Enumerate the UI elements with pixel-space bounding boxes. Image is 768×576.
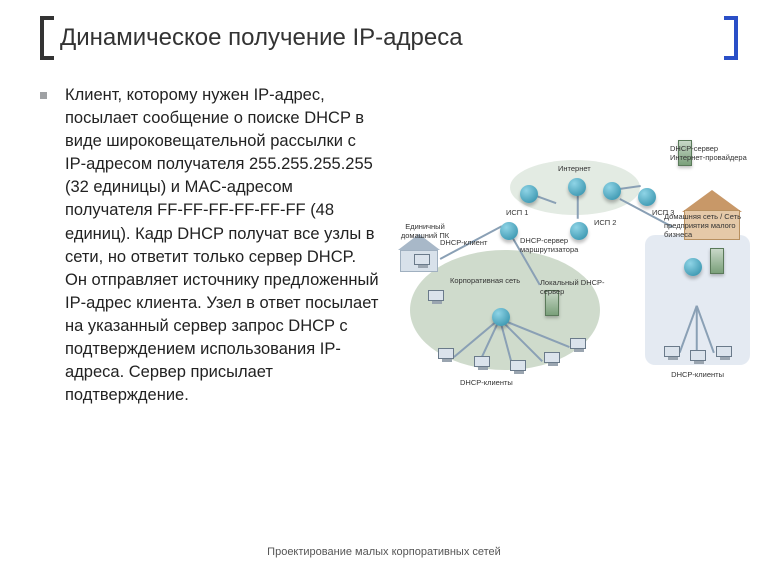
router-icon	[520, 185, 538, 203]
pc-icon	[510, 360, 526, 371]
footer-text: Проектирование малых корпоративных сетей	[0, 546, 768, 558]
label-dhcp-clients: DHCP-клиенты	[671, 370, 724, 379]
label-corp-net: Корпоративная сеть	[450, 276, 520, 285]
server-icon	[710, 248, 724, 274]
pc-icon	[664, 346, 680, 357]
bracket-right-icon	[724, 16, 738, 60]
pc-icon	[428, 290, 444, 301]
label-dhcp-clients: DHCP-клиенты	[460, 378, 513, 387]
label-dhcp-isp: DHCP-сервер Интернет-провайдера	[670, 144, 750, 162]
label-isp2: ИСП 2	[594, 218, 616, 227]
pc-icon	[474, 356, 490, 367]
router-icon	[684, 258, 702, 276]
router-icon	[500, 222, 518, 240]
label-isp1: ИСП 1	[506, 208, 528, 217]
pc-icon	[414, 254, 430, 265]
router-icon	[638, 188, 656, 206]
bracket-left-icon	[40, 16, 54, 60]
label-dhcp-client: DHCP-клиент	[440, 238, 487, 247]
label-local-dhcp: Локальный DHCP-сервер	[540, 278, 620, 296]
pc-icon	[570, 338, 586, 349]
slide-title: Динамическое получение IP-адреса	[54, 24, 463, 52]
router-icon	[568, 178, 586, 196]
link-line	[696, 306, 698, 354]
pc-icon	[438, 348, 454, 359]
title-bar: Динамическое получение IP-адреса	[40, 16, 738, 60]
body-text: Клиент, которому нужен IP-адрес, посылае…	[65, 84, 380, 407]
pc-icon	[716, 346, 732, 357]
network-diagram: Интернет ИСП 1 ИСП 2 ИСП 3 Единичный дом…	[400, 130, 750, 430]
router-icon	[603, 182, 621, 200]
label-internet: Интернет	[558, 164, 591, 173]
label-home-net: Домашняя сеть / Сеть предприятия малого …	[664, 212, 754, 239]
bullet-icon	[40, 92, 47, 99]
body-content: Клиент, которому нужен IP-адрес, посылае…	[40, 84, 380, 407]
label-dhcp-router: DHCP-сервер маршрутизатора	[520, 236, 590, 254]
pc-icon	[690, 350, 706, 361]
router-icon	[492, 308, 510, 326]
pc-icon	[544, 352, 560, 363]
